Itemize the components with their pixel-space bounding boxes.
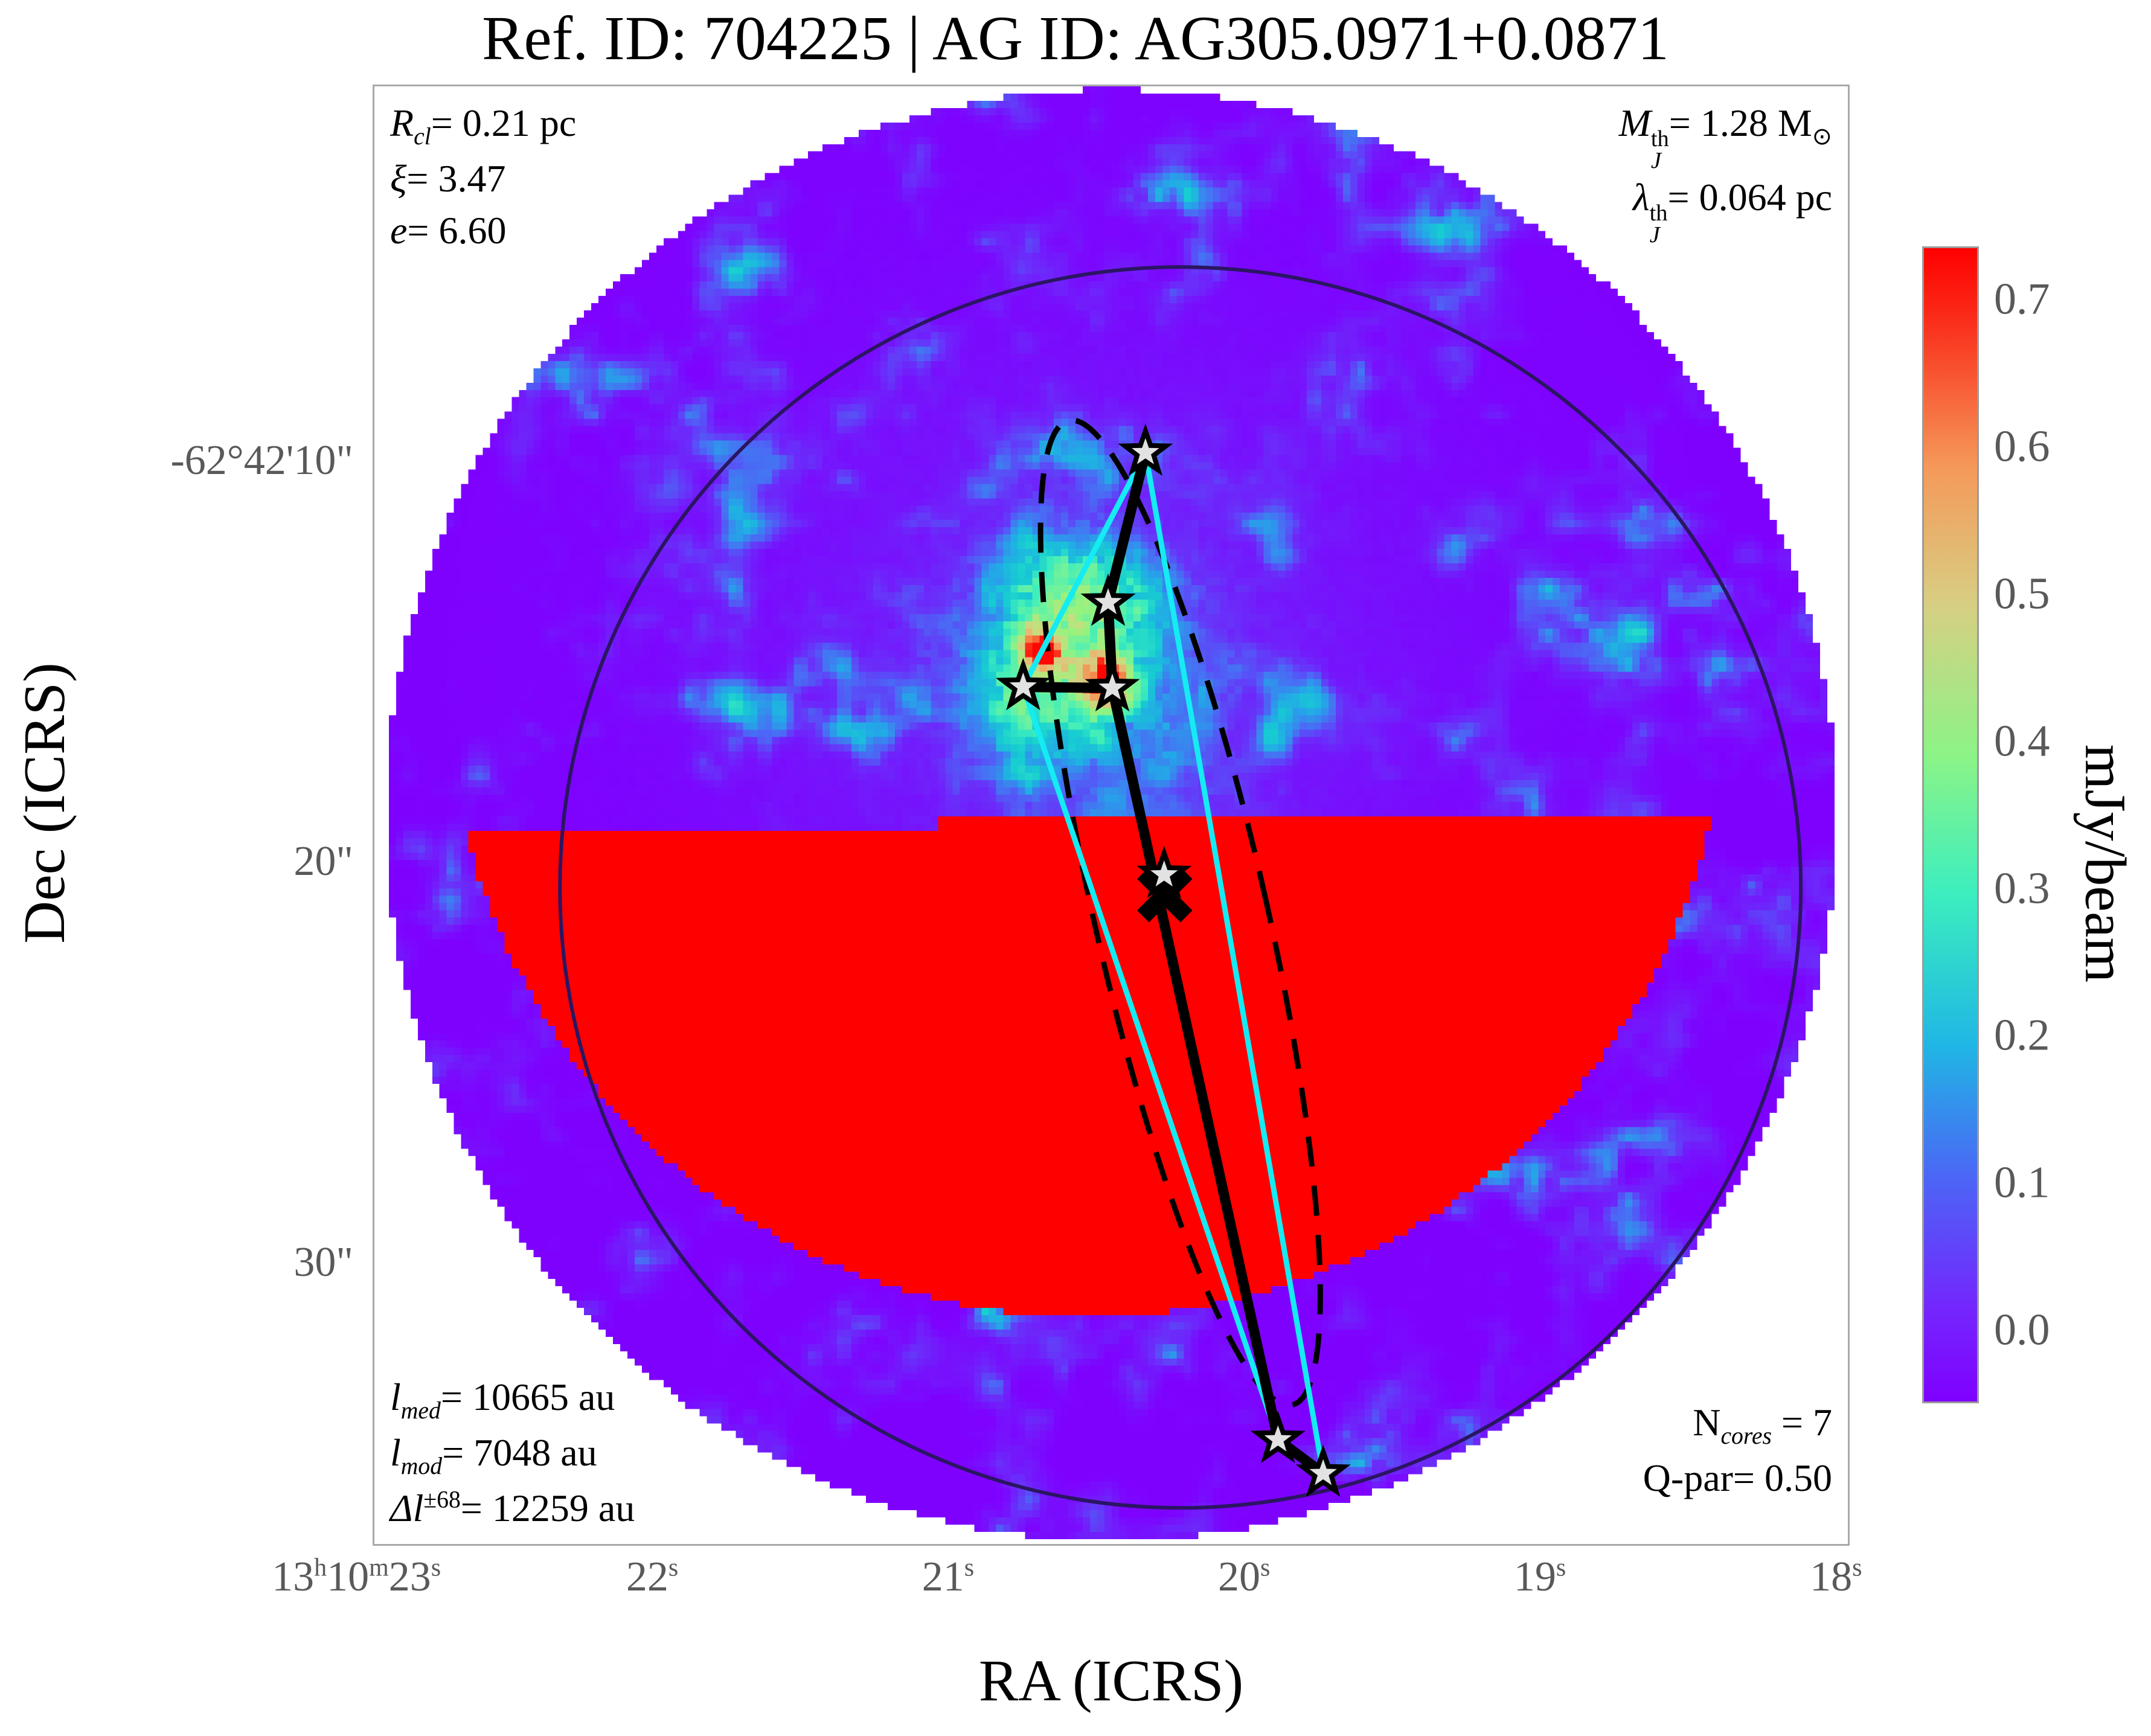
stat-value: = 6.60 — [407, 208, 507, 252]
y-tick-label: 30" — [293, 1239, 353, 1286]
stat-symbol: Δl — [390, 1487, 424, 1530]
stat-symbol: λ — [1632, 175, 1650, 219]
x-tick-label: 20s — [1217, 1554, 1271, 1600]
colorbar-tick-label: 0.1 — [1994, 1158, 2050, 1208]
core-star-marker — [1118, 423, 1173, 476]
figure-title: Ref. ID: 704225 | AG ID: AG305.0971+0.08… — [482, 4, 1669, 73]
stat-symbol: l — [390, 1376, 401, 1419]
overlay-graphics — [558, 265, 1803, 1510]
stat-line: Δl±68= 12259 au — [390, 1486, 635, 1530]
stat-value: = 7048 au — [442, 1431, 597, 1475]
hull-edge-cyan — [1021, 686, 1281, 1441]
mst-edge-black — [1103, 447, 1151, 608]
hull-edge-cyan — [1021, 451, 1148, 688]
core-star-marker — [1250, 1411, 1306, 1464]
x-tick-label: 18s — [1810, 1554, 1862, 1600]
colorbar-tick-label: 0.3 — [1994, 863, 2050, 914]
stat-line: Q-par= 0.50 — [1643, 1452, 1832, 1504]
stat-line: λ th J = 0.064 pc — [1619, 171, 1832, 246]
colorbar-tick-label: 0.7 — [1994, 274, 2050, 324]
intensity-map-canvas — [374, 86, 1848, 1544]
dispersion-ellipse — [1037, 417, 1323, 1408]
stat-symbol: R — [390, 101, 414, 144]
stat-line: Rcl= 0.21 pc — [390, 101, 577, 150]
stat-symbol: ξ — [390, 156, 407, 200]
stat-value: = 7 — [1771, 1401, 1832, 1444]
core-star-marker — [1295, 1444, 1351, 1497]
stat-value: = 0.50 — [1733, 1456, 1832, 1500]
x-tick-label: 13h10m23s — [272, 1554, 441, 1600]
x-axis-label: RA (ICRS) — [978, 1648, 1244, 1714]
stat-symbol: M — [1618, 101, 1651, 144]
core-star-marker — [1136, 845, 1192, 898]
stat-line: ξ= 3.47 — [390, 153, 576, 205]
stat-symbol: l — [390, 1431, 401, 1475]
colorbar-tick-label: 0.0 — [1994, 1305, 2050, 1355]
cluster-radius-circle — [558, 265, 1803, 1510]
colorbar-tick-label: 0.5 — [1994, 569, 2050, 619]
stat-value: = 3.47 — [406, 156, 506, 200]
stat-supsub: th J — [1649, 200, 1668, 248]
stats-panel-top-left: Rcl= 0.21 pc ξ= 3.47 e= 6.60 — [390, 97, 576, 256]
x-tick-label: 21s — [922, 1554, 975, 1600]
hull-edge-cyan — [1143, 452, 1326, 1475]
stat-line: lmod= 7048 au — [390, 1431, 597, 1480]
stats-panel-bottom-right: Ncores = 7 Q-par= 0.50 — [1643, 1397, 1832, 1504]
x-tick-label: 22s — [626, 1554, 679, 1600]
stat-value: = 10665 au — [440, 1376, 615, 1419]
stat-symbol: e — [390, 208, 408, 252]
x-tick-label: 19s — [1513, 1554, 1566, 1600]
stat-line: lmed= 10665 au — [390, 1376, 615, 1424]
stat-value: = 0.064 pc — [1667, 175, 1833, 219]
core-star-marker — [995, 658, 1051, 711]
stat-symbol: Q-par — [1643, 1456, 1733, 1500]
core-star-marker — [1080, 573, 1136, 626]
cluster-center-cross-marker — [1136, 866, 1193, 923]
colorbar-tick-label: 0.4 — [1994, 716, 2050, 766]
stat-value: = 0.21 pc — [431, 101, 577, 144]
mst-edge-black — [1107, 683, 1283, 1445]
stat-value: = 12259 au — [460, 1487, 635, 1530]
colorbar-label: mJy/beam — [2073, 744, 2138, 983]
y-axis-label: Dec (ICRS) — [12, 662, 77, 944]
stat-symbol: N — [1693, 1401, 1721, 1444]
core-star-marker — [1085, 659, 1140, 712]
y-tick-label: -62°42'10" — [170, 437, 354, 484]
stat-line: e= 6.60 — [390, 205, 576, 257]
stat-value: = 1.28 M — [1669, 101, 1812, 144]
stat-supsub: th J — [1650, 126, 1669, 173]
stats-panel-bottom-left: lmed= 10665 au lmod= 7048 au Δl±68= 12259 … — [390, 1371, 635, 1534]
colorbar-gradient — [1922, 246, 1979, 1403]
colorbar-tick-label: 0.2 — [1994, 1010, 2050, 1060]
y-tick-label: 20" — [293, 838, 353, 885]
colorbar-tick-label: 0.6 — [1994, 421, 2050, 472]
stat-line: Ncores = 7 — [1693, 1401, 1832, 1450]
